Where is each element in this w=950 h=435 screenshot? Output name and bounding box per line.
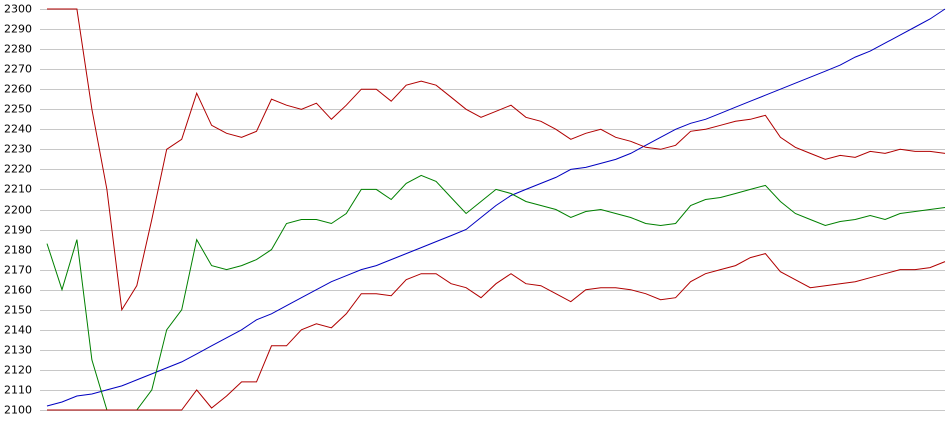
y-tick-label: 2250 bbox=[4, 103, 32, 116]
y-tick-label: 2190 bbox=[4, 224, 32, 237]
y-tick-label: 2110 bbox=[4, 384, 32, 397]
y-tick-label: 2260 bbox=[4, 83, 32, 96]
y-tick-label: 2180 bbox=[4, 244, 32, 257]
y-tick-label: 2210 bbox=[4, 183, 32, 196]
y-tick-label: 2170 bbox=[4, 264, 32, 277]
y-tick-label: 2140 bbox=[4, 324, 32, 337]
series-line bbox=[46, 8, 946, 407]
y-tick-label: 2220 bbox=[4, 163, 32, 176]
y-tick-label: 2300 bbox=[4, 3, 32, 16]
y-tick-label: 2120 bbox=[4, 364, 32, 377]
y-tick-label: 2230 bbox=[4, 143, 32, 156]
series-line bbox=[47, 253, 946, 411]
y-tick-label: 2270 bbox=[4, 63, 32, 76]
y-tick-label: 2200 bbox=[4, 204, 32, 217]
y-tick-label: 2280 bbox=[4, 43, 32, 56]
y-tick-label: 2100 bbox=[4, 404, 32, 417]
series-line bbox=[47, 8, 946, 312]
y-tick-label: 2290 bbox=[4, 23, 32, 36]
series-line bbox=[46, 174, 946, 411]
y-tick-label: 2150 bbox=[4, 304, 32, 317]
y-tick-label: 2160 bbox=[4, 284, 32, 297]
y-tick-label: 2240 bbox=[4, 123, 32, 136]
y-tick-label: 2130 bbox=[4, 344, 32, 357]
